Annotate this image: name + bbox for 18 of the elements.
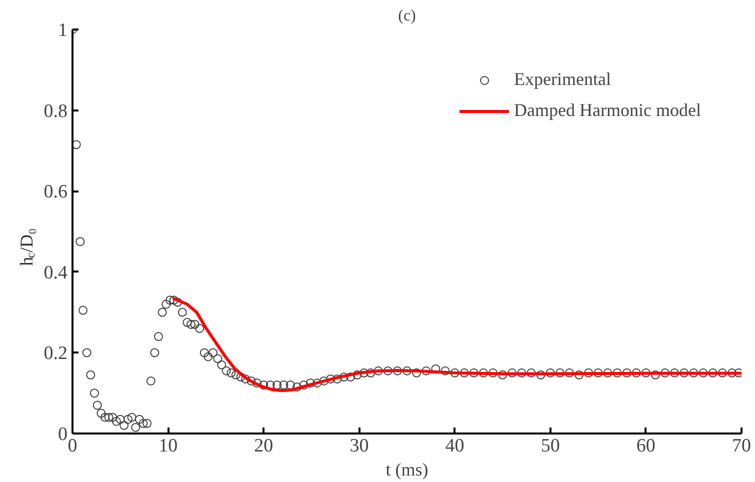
legend-label: Damped Harmonic model: [514, 100, 701, 121]
x-tick-label: 50: [540, 436, 560, 456]
y-tick-label: 0.8: [44, 100, 68, 122]
y-tick-label: 0.2: [44, 343, 68, 364]
x-tick-label: 30: [350, 436, 369, 456]
x-tick-label: 20: [254, 436, 274, 456]
x-tick-label: 70: [732, 436, 751, 456]
y-tick-label: 1: [58, 20, 68, 41]
y-tick-label: 0.6: [44, 182, 68, 203]
line-series: [171, 296, 742, 392]
x-tick-label: 60: [636, 436, 656, 456]
x-tick-label: 10: [158, 436, 178, 456]
x-tick-label: 40: [445, 436, 464, 456]
y-tick-label: 0.4: [44, 262, 68, 284]
legend-label: Experimental: [514, 69, 612, 90]
x-axis-title: t (ms): [386, 460, 428, 480]
y-axis-title: hc/D₀: [16, 228, 38, 266]
chart-title: (c): [398, 8, 416, 24]
